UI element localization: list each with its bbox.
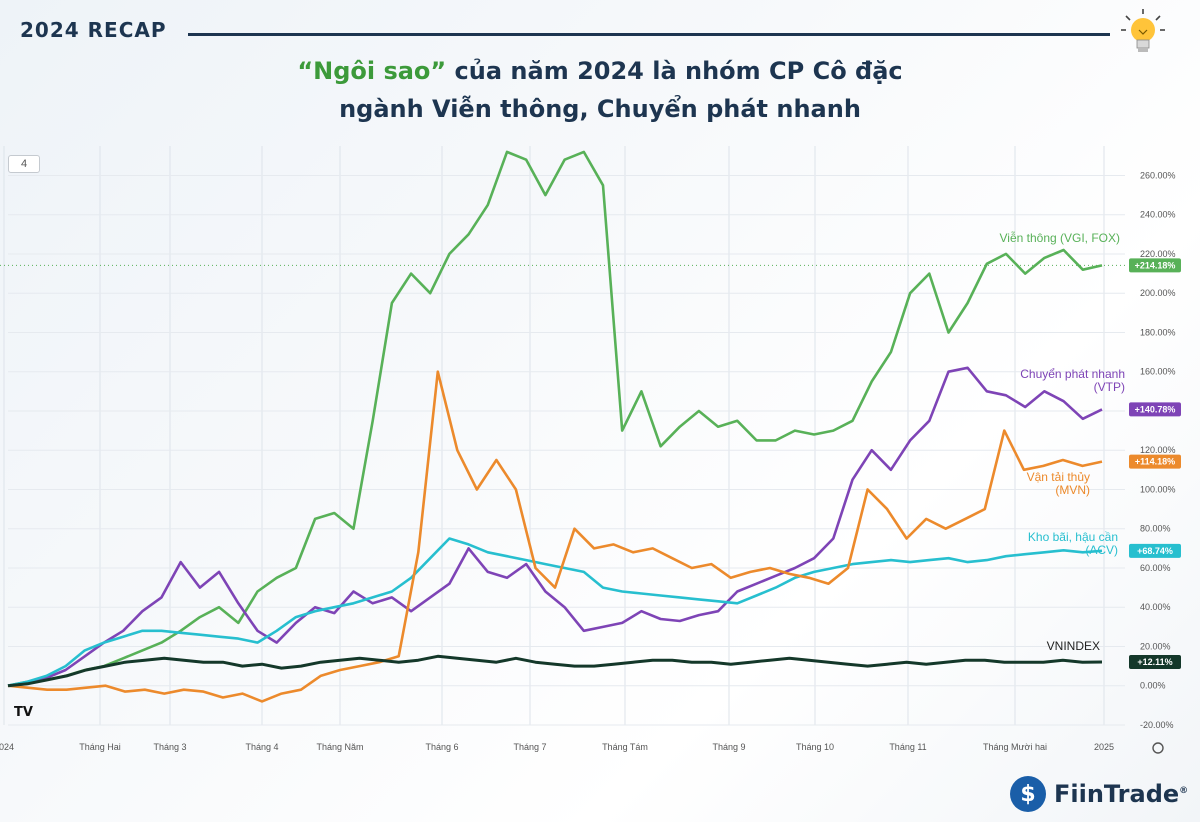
end-tag-telecom: +214.18% <box>1135 260 1176 270</box>
series-line-telecom <box>7 150 1103 687</box>
end-tag-vnindex: +12.11% <box>1137 657 1172 667</box>
x-tick-label: Tháng Tám <box>602 742 648 752</box>
x-tick-label: 2024 <box>0 742 14 752</box>
end-tag-bg-vnindex <box>1129 654 1181 669</box>
y-tick-label: 160.00% <box>1140 367 1176 377</box>
y-tick-label: 180.00% <box>1140 327 1176 337</box>
title-highlight: “Ngôi sao” <box>297 57 447 85</box>
x-tick-label: Tháng 11 <box>889 742 926 752</box>
end-tag-bg-water <box>1129 454 1181 469</box>
y-tick-label: 200.00% <box>1140 288 1176 298</box>
tradingview-icon: TV <box>14 705 33 720</box>
y-tick-label: 220.00% <box>1140 249 1176 259</box>
end-tag-bg-warehouse <box>1129 543 1181 558</box>
series-label-telecom: Viễn thông (VGI, FOX) <box>1000 230 1121 245</box>
series-line-water <box>7 370 1103 703</box>
x-tick-label: Tháng 6 <box>425 742 458 752</box>
x-tick-label: Tháng Hai <box>79 742 121 752</box>
fiintrade-logo: $ FiinTrade® <box>1010 774 1188 814</box>
y-tick-label: 20.00% <box>1140 641 1171 651</box>
series-label-warehouse: (ACV) <box>1085 543 1118 557</box>
series-line-vnindex <box>7 654 1103 688</box>
title-line2: ngành Viễn thông, Chuyển phát nhanh <box>339 95 861 123</box>
series-label-water: (MVN) <box>1055 483 1090 497</box>
recap-label: 2024 RECAP <box>20 18 167 42</box>
lightbulb-icon <box>1121 9 1165 52</box>
series-label-express: Chuyển phát nhanh <box>1020 367 1125 381</box>
end-tag-water: +114.18% <box>1135 457 1175 467</box>
end-tag-bg-express <box>1129 402 1181 417</box>
x-tick-label: Tháng Năm <box>316 742 363 752</box>
y-tick-label: 80.00% <box>1140 524 1171 534</box>
x-tick-label: 2025 <box>1094 742 1114 752</box>
y-tick-label: 120.00% <box>1140 445 1176 455</box>
y-tick-label: 60.00% <box>1140 563 1171 573</box>
x-tick-label: Tháng 4 <box>245 742 278 752</box>
series-label-express: (VTP) <box>1094 380 1125 394</box>
y-tick-label: 240.00% <box>1140 210 1176 220</box>
registered-mark: ® <box>1179 786 1189 796</box>
y-tick-label: 0.00% <box>1140 681 1166 691</box>
y-tick-label: 40.00% <box>1140 602 1171 612</box>
x-tick-label: Tháng 3 <box>153 742 186 752</box>
x-tick-label: Tháng Mười hai <box>983 742 1047 752</box>
x-tick-label: Tháng 9 <box>712 742 745 752</box>
series-line-express <box>7 366 1103 687</box>
indicator-badge[interactable]: 4 <box>8 155 40 173</box>
end-tag-express: +140.78% <box>1135 404 1176 414</box>
x-tick-label: Tháng 10 <box>796 742 834 752</box>
x-tick-label: Tháng 7 <box>513 742 546 752</box>
y-tick-label: 100.00% <box>1140 484 1176 494</box>
brand-name: FiinTrade <box>1054 780 1180 808</box>
end-tag-bg-telecom <box>1129 258 1181 273</box>
logo-mark-icon: $ <box>1010 776 1046 812</box>
header-rule <box>188 33 1110 36</box>
series-line-warehouse <box>7 537 1103 687</box>
series-label-water: Vận tải thủy <box>1027 470 1090 484</box>
page-title: “Ngôi sao” của năm 2024 là nhóm CP Cô đặ… <box>0 52 1200 128</box>
series-label-warehouse: Kho bãi, hậu cần <box>1028 530 1118 544</box>
title-line1: của năm 2024 là nhóm CP Cô đặc <box>446 57 903 85</box>
y-tick-label: 260.00% <box>1140 170 1176 180</box>
end-tag-warehouse: +68.74% <box>1137 546 1173 556</box>
settings-gear-icon <box>1152 742 1164 754</box>
y-tick-label: -20.00% <box>1140 720 1174 730</box>
series-label-vnindex: VNINDEX <box>1047 639 1100 653</box>
